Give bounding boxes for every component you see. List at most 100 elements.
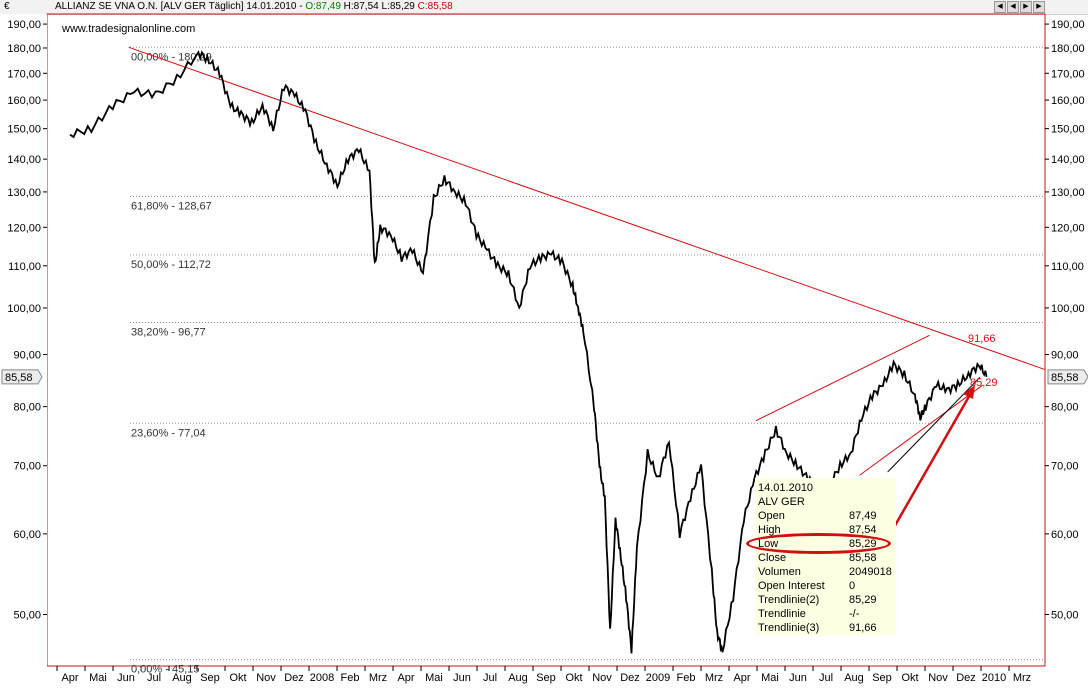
right-tick-label: 190,00 xyxy=(1051,19,1085,31)
right-tick-label: 170,00 xyxy=(1051,68,1085,80)
right-price-tag xyxy=(1047,369,1088,385)
info-key: ALV GER xyxy=(758,496,805,508)
x-tick-label: Mai xyxy=(761,672,779,684)
x-tick-label: Jul xyxy=(147,672,161,684)
info-value: 0 xyxy=(849,580,856,592)
fib-level-label: 23,60% - 77,04 xyxy=(131,427,206,439)
fib-level-label: 50,00% - 112,72 xyxy=(131,259,211,271)
x-tick-label: Aug xyxy=(172,672,192,684)
x-tick-label: Okt xyxy=(229,672,246,684)
upper-trendline xyxy=(755,334,930,422)
info-value: 85,29 xyxy=(849,594,877,606)
main-trendline xyxy=(128,46,1046,371)
info-key: Open Interest xyxy=(758,580,825,592)
fib-level-label: 38,20% - 96,77 xyxy=(131,326,206,338)
info-row: Trendlinie(3) 91,66 xyxy=(758,621,896,635)
trendline-label-upper: 91,66 xyxy=(968,333,996,345)
left-tick-label: 160,00 xyxy=(7,95,41,107)
x-tick-label: Mrz xyxy=(705,672,723,684)
right-tick-label: 180,00 xyxy=(1051,43,1085,55)
x-tick-label: Jun xyxy=(117,672,135,684)
right-tick-label: 70,00 xyxy=(1051,461,1079,473)
info-row: High 87,54 xyxy=(758,523,896,537)
right-tick-label: 120,00 xyxy=(1051,222,1085,234)
left-tick-label: 110,00 xyxy=(8,261,41,273)
x-tick-label: Okt xyxy=(901,672,918,684)
right-tick-label: 90,00 xyxy=(1051,350,1079,362)
highlight-arrowhead xyxy=(963,385,975,399)
right-tick-label: 80,00 xyxy=(1051,402,1079,414)
info-value: -/- xyxy=(849,608,860,620)
x-tick-label: Feb xyxy=(677,672,696,684)
nav-last-icon[interactable]: ▶ xyxy=(1033,1,1045,13)
right-tick-label: 100,00 xyxy=(1051,303,1085,315)
x-tick-label: Dez xyxy=(620,672,640,684)
x-tick-label: Mrz xyxy=(369,672,387,684)
info-key: Trendlinie(3) xyxy=(758,622,820,634)
x-tick-label: Dez xyxy=(956,672,976,684)
right-tick-label: 160,00 xyxy=(1051,95,1085,107)
price-series-line xyxy=(69,50,988,654)
x-tick-label: Apr xyxy=(733,672,750,684)
info-value: 85,58 xyxy=(849,552,877,564)
left-tick-label: 130,00 xyxy=(7,187,41,199)
info-row: Open 87,49 xyxy=(758,509,896,523)
trendline-label-lower: 85,29 xyxy=(970,377,998,389)
caption-close: C:85,58 xyxy=(417,1,453,12)
x-tick-label: Mai xyxy=(425,672,443,684)
fib-level-label: 61,80% - 128,67 xyxy=(131,200,212,212)
info-value: 2049018 xyxy=(849,566,892,578)
x-tick-label: Apr xyxy=(61,672,78,684)
x-tick-label: Nov xyxy=(928,672,948,684)
x-tick-label: Mai xyxy=(89,672,107,684)
x-tick-label: Sep xyxy=(536,672,556,684)
x-tick-label: Feb xyxy=(341,672,360,684)
caption-open: O:87,49 xyxy=(305,1,341,12)
window-nav-buttons: ◀ ◀ ▶ ▶ xyxy=(994,1,1045,13)
x-tick-label: Jun xyxy=(453,672,471,684)
info-key: 14.01.2010 xyxy=(758,482,814,494)
info-value: 87,54 xyxy=(849,524,877,536)
left-tick-label: 150,00 xyxy=(7,124,41,136)
left-tick-label: 190,00 xyxy=(7,19,41,31)
x-tick-label: Apr xyxy=(397,672,414,684)
info-row: Volumen 2049018 xyxy=(758,565,896,579)
x-tick-label: Dez xyxy=(284,672,304,684)
left-tick-label: 100,00 xyxy=(7,303,41,315)
info-row: Trendlinie -/- xyxy=(758,607,896,621)
x-tick-label: Nov xyxy=(592,672,612,684)
source-label: www.tradesignalonline.com xyxy=(61,23,195,35)
nav-first-icon[interactable]: ◀ xyxy=(994,1,1006,13)
left-price-tag-label: 85,58 xyxy=(5,372,33,384)
right-tick-label: 110,00 xyxy=(1051,261,1084,273)
info-row: Open Interest 0 xyxy=(758,579,896,593)
right-tick-label: 130,00 xyxy=(1051,187,1085,199)
info-value: 87,49 xyxy=(849,510,877,522)
info-key: Volumen xyxy=(758,566,801,578)
right-tick-label: 50,00 xyxy=(1051,610,1079,622)
info-value: 91,66 xyxy=(849,622,877,634)
left-tick-label: 80,00 xyxy=(13,402,41,414)
info-row: Close 85,58 xyxy=(758,551,896,565)
caption-prefix: ALLIANZ SE VNA O.N. [ALV GER Täglich] 14… xyxy=(55,1,306,12)
right-tick-label: 140,00 xyxy=(1051,154,1085,166)
left-tick-label: 140,00 xyxy=(7,154,41,166)
x-tick-label: Sep xyxy=(872,672,892,684)
caption-high-low: H:87,54 L:85,29 xyxy=(340,1,418,12)
lower-trendline xyxy=(859,384,984,476)
x-tick-label: Jul xyxy=(819,672,833,684)
x-tick-label: 2010 xyxy=(982,672,1006,684)
info-key: Open xyxy=(758,510,785,522)
nav-prev-icon[interactable]: ◀ xyxy=(1007,1,1019,13)
x-tick-label: Mrz xyxy=(1013,672,1031,684)
currency-dropdown[interactable]: € xyxy=(4,1,10,12)
info-key: Close xyxy=(758,552,787,564)
fib-level-label: 00,00% - 180,29 xyxy=(131,51,212,63)
left-tick-label: 170,00 xyxy=(7,68,41,80)
right-price-tag-label: 85,58 xyxy=(1051,372,1079,384)
data-info-box: 14.01.2010 ALV GER Open 87,49 High 87,54 Low 85… xyxy=(755,478,896,635)
chart-caption: ALLIANZ SE VNA O.N. [ALV GER Täglich] 14… xyxy=(55,0,453,14)
x-tick-label: 2008 xyxy=(310,672,334,684)
nav-next-icon[interactable]: ▶ xyxy=(1020,1,1032,13)
